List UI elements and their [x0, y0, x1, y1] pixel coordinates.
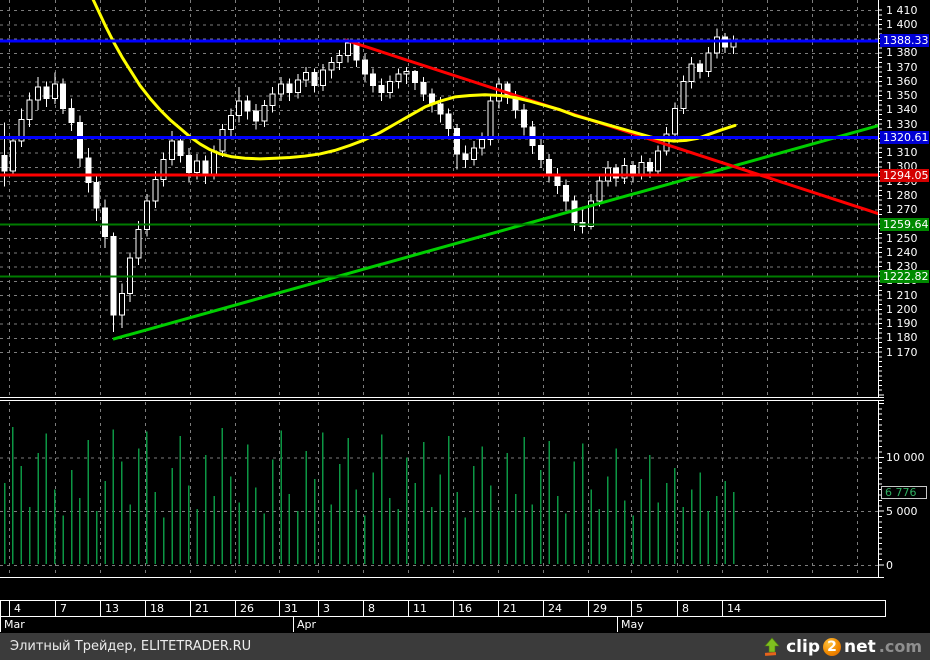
- date-cell-label: 16: [458, 602, 472, 615]
- price-tick-label: 1 360: [886, 74, 918, 88]
- date-cell-label: 24: [548, 602, 562, 615]
- price-level-box: 1294.05: [880, 168, 929, 182]
- date-cell-label: 14: [727, 602, 741, 615]
- date-cell-label: 3: [323, 602, 330, 615]
- volume-level-box: 6 776: [881, 485, 927, 499]
- price-level-box: 1388.33: [880, 34, 929, 48]
- price-tick-label: 1 180: [886, 331, 918, 345]
- month-label: Apr: [297, 618, 317, 631]
- date-cell-label: 5: [636, 602, 643, 615]
- price-level-box: 1259.64: [880, 217, 929, 231]
- logo-word-net: net: [844, 636, 876, 657]
- price-tick-label: 1 310: [886, 146, 918, 159]
- logo-tld: .com: [878, 637, 922, 656]
- price-tick-label: 1 230: [886, 260, 918, 273]
- status-text: Элитный Трейдер, ELITETRADER.RU: [10, 639, 252, 654]
- month-label: Mar: [4, 618, 25, 631]
- logo-digit-2: 2: [823, 637, 841, 656]
- price-tick-label: 1 410: [886, 3, 918, 17]
- price-tick-label: 1 270: [886, 203, 918, 216]
- price-tick-label: 1 210: [886, 288, 918, 302]
- price-tick-label: 1 280: [886, 188, 918, 202]
- price-level-box: 1222.82: [880, 270, 929, 284]
- volume-tick-label: 10 000: [886, 450, 925, 464]
- date-cell-label: 18: [150, 602, 164, 615]
- price-tick-label: 1 350: [886, 89, 918, 102]
- volume-tick-label: 5 000: [886, 504, 918, 518]
- date-cell-label: 7: [60, 602, 67, 615]
- price-tick-label: 1 200: [886, 302, 918, 316]
- volume-tick-label: 0: [886, 558, 893, 572]
- date-cell-label: 21: [503, 602, 517, 615]
- date-cell-label: 8: [368, 602, 375, 615]
- clip2net-logo[interactable]: clip 2 net .com: [761, 634, 922, 659]
- date-cell-label: 29: [593, 602, 607, 615]
- price-tick-label: 1 190: [886, 317, 918, 330]
- date-cell-label: 31: [284, 602, 298, 615]
- date-cell-label: 4: [14, 602, 21, 615]
- price-tick-label: 1 400: [886, 17, 918, 31]
- price-tick-label: 1 170: [886, 345, 918, 359]
- price-tick-label: 1 330: [886, 117, 918, 131]
- date-cell-label: 13: [105, 602, 119, 615]
- price-tick-label: 1 240: [886, 245, 918, 259]
- price-level-box: 1320.61: [880, 130, 929, 144]
- price-tick-label: 1 250: [886, 231, 918, 245]
- price-tick-label: 1 380: [886, 46, 918, 60]
- price-tick-label: 1 340: [886, 103, 918, 117]
- date-cell-label: 21: [195, 602, 209, 615]
- date-cell-label: 26: [240, 602, 254, 615]
- month-label: May: [621, 618, 644, 631]
- upload-arrow-icon: [764, 637, 780, 656]
- price-tick-label: 1 370: [886, 60, 918, 74]
- logo-word-clip: clip: [786, 636, 820, 657]
- date-cell-label: 11: [413, 602, 427, 615]
- date-cell-label: 8: [682, 602, 689, 615]
